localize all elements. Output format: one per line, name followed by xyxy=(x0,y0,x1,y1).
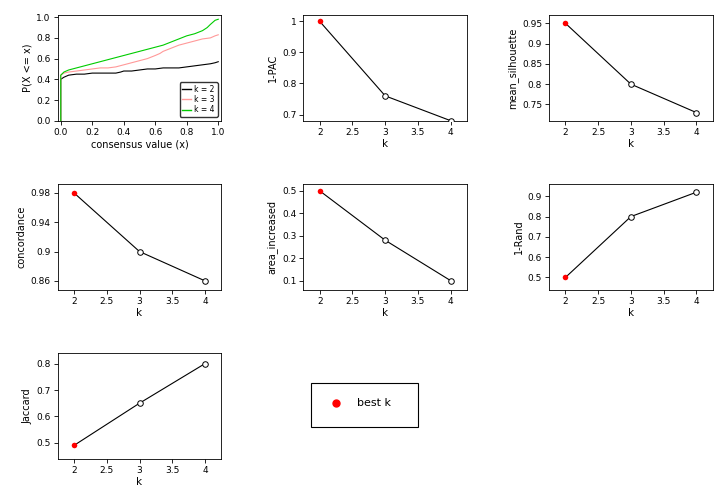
Y-axis label: concordance: concordance xyxy=(17,206,27,268)
X-axis label: k: k xyxy=(136,477,143,487)
Y-axis label: 1-Rand: 1-Rand xyxy=(513,220,523,254)
X-axis label: k: k xyxy=(628,140,634,150)
X-axis label: k: k xyxy=(136,308,143,319)
X-axis label: k: k xyxy=(382,308,388,319)
X-axis label: k: k xyxy=(628,308,634,319)
FancyBboxPatch shape xyxy=(312,383,418,427)
Y-axis label: area_increased: area_increased xyxy=(267,200,278,274)
Y-axis label: P(X <= x): P(X <= x) xyxy=(22,44,32,92)
Y-axis label: Jaccard: Jaccard xyxy=(22,388,32,424)
Text: best k: best k xyxy=(357,398,392,408)
Y-axis label: 1-PAC: 1-PAC xyxy=(268,54,278,82)
Legend: k = 2, k = 3, k = 4: k = 2, k = 3, k = 4 xyxy=(179,82,217,117)
Y-axis label: mean_silhouette: mean_silhouette xyxy=(507,27,518,108)
X-axis label: k: k xyxy=(382,140,388,150)
X-axis label: consensus value (x): consensus value (x) xyxy=(91,140,189,150)
